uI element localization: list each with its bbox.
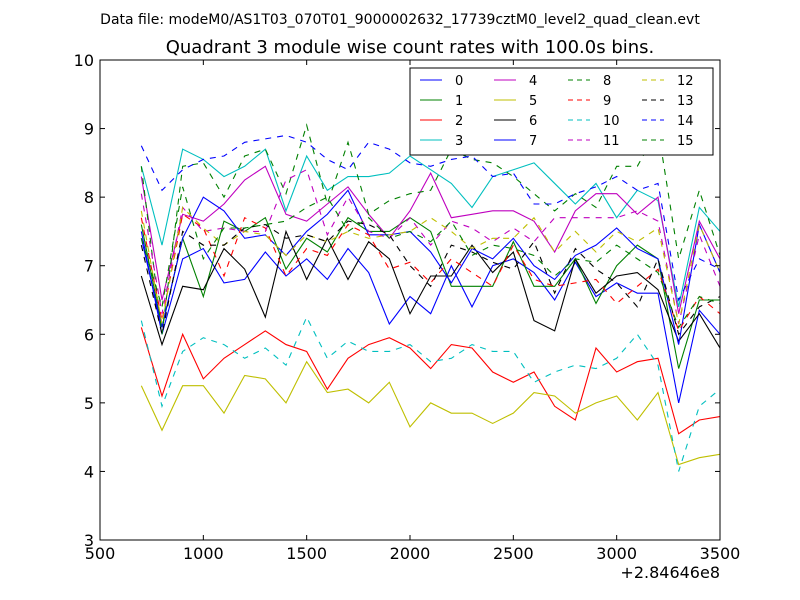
legend-label-3: 3 — [455, 134, 463, 149]
y-tick-label: 8 — [84, 188, 94, 207]
series-line-1 — [140, 216, 720, 369]
y-tick-label: 4 — [84, 462, 94, 481]
x-tick-label: 2500 — [493, 544, 534, 563]
series-line-3 — [140, 148, 720, 307]
series-line-7 — [140, 189, 720, 345]
legend-label-2: 2 — [455, 114, 463, 129]
series-line-2 — [140, 327, 720, 435]
y-tick-label: 6 — [84, 325, 94, 344]
series-line-12 — [140, 206, 720, 325]
series-line-4 — [140, 165, 720, 314]
plot-area: 500 1000 1500 2000 2500 3000 35003456789100123… — [74, 51, 741, 563]
legend-label-6: 6 — [529, 114, 537, 129]
x-tick-label: 2000 — [390, 544, 431, 563]
series-line-0 — [140, 231, 720, 403]
legend-label-12: 12 — [677, 74, 694, 89]
series-line-14 — [140, 134, 720, 302]
series-line-10 — [140, 315, 720, 472]
x-tick-label: 3500 — [700, 544, 741, 563]
x-tick-label: 500 — [85, 544, 116, 563]
x-tick-label: 1000 — [183, 544, 224, 563]
y-tick-label: 7 — [84, 257, 94, 276]
series-line-11 — [140, 168, 720, 325]
chart-title: Quadrant 3 module wise count rates with … — [166, 37, 655, 58]
legend-label-5: 5 — [529, 94, 537, 109]
chart-suptitle: Data file: modeM0/AS1T03_070T01_90000026… — [100, 12, 700, 28]
y-tick-label: 10 — [74, 51, 94, 70]
series-lines — [140, 123, 720, 472]
legend-label-0: 0 — [455, 74, 463, 89]
series-line-13 — [140, 220, 720, 336]
series-line-5 — [140, 360, 720, 466]
legend-label-9: 9 — [603, 94, 611, 109]
legend-label-15: 15 — [677, 134, 694, 149]
legend-label-8: 8 — [603, 74, 611, 89]
legend-label-14: 14 — [677, 114, 694, 129]
legend-label-4: 4 — [529, 74, 537, 89]
x-tick-label: 3000 — [596, 544, 637, 563]
x-tick-label: 1500 — [286, 544, 327, 563]
legend-label-10: 10 — [603, 114, 620, 129]
y-tick-label: 3 — [84, 531, 94, 550]
y-tick-label: 5 — [84, 394, 94, 413]
legend-label-7: 7 — [529, 134, 537, 149]
series-line-15 — [140, 186, 720, 329]
legend-label-11: 11 — [603, 134, 620, 149]
y-tick-label: 9 — [84, 120, 94, 139]
x-offset-label: +2.84646e8 — [620, 563, 720, 582]
series-line-8 — [140, 123, 720, 335]
series-line-6 — [140, 229, 720, 349]
legend-label-1: 1 — [455, 94, 463, 109]
legend-label-13: 13 — [677, 94, 694, 109]
